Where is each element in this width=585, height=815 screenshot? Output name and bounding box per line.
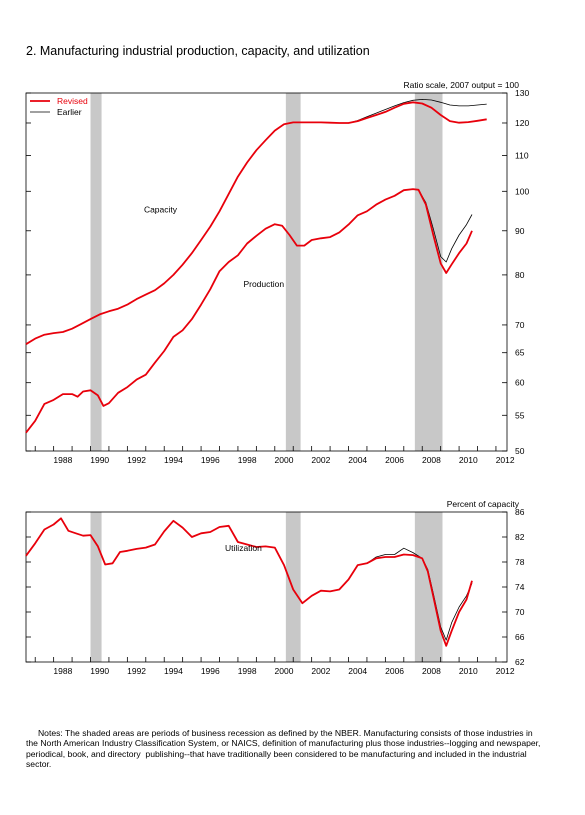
x-tick-label: 2010 [459, 666, 478, 676]
y-tick-label: 90 [515, 226, 525, 236]
figure-title: 2. Manufacturing industrial production, … [26, 44, 370, 58]
figure-notes: Notes: The shaded areas are periods of b… [26, 728, 543, 769]
axis-note: Ratio scale, 2007 output = 100 [403, 80, 519, 90]
plot-frame [25, 92, 508, 452]
x-tick-label: 1992 [127, 666, 146, 676]
x-tick-label: 1996 [201, 455, 220, 465]
legend-label-revised: Revised [57, 96, 88, 106]
series-annotation: Utilization [225, 543, 262, 553]
x-tick-label: 1988 [53, 666, 72, 676]
recession-band [90, 93, 102, 451]
x-tick-label: 2012 [496, 455, 515, 465]
x-tick-label: 2004 [348, 455, 367, 465]
y-tick-label: 120 [515, 118, 529, 128]
x-tick-label: 1988 [53, 455, 72, 465]
y-tick-label: 78 [515, 557, 525, 567]
x-tick-label: 2002 [311, 666, 330, 676]
x-tick-label: 2002 [311, 455, 330, 465]
recession-band [414, 512, 443, 662]
y-tick-label: 66 [515, 632, 525, 642]
x-tick-label: 1994 [164, 455, 183, 465]
utilization-chart: 62 66 70 74 78 82 86 1988 1990 1992 1994 1996 1998 20… [25, 499, 525, 676]
revised-production-line [25, 188, 473, 434]
x-tick-label: 1990 [90, 666, 109, 676]
x-tick-label: 2000 [275, 666, 294, 676]
x-tick-label: 1994 [164, 666, 183, 676]
recession-band [90, 512, 102, 662]
recession-band [414, 93, 443, 451]
x-tick-label: 1998 [238, 455, 257, 465]
x-tick-label: 2008 [422, 455, 441, 465]
x-tick-label: 2012 [496, 666, 515, 676]
y-tick-label: 110 [515, 151, 529, 161]
series-annotation: Production [243, 279, 284, 289]
y-tick-label: 60 [515, 378, 525, 388]
x-tick-label: 2004 [348, 666, 367, 676]
x-tick-label: 1992 [127, 455, 146, 465]
y-tick-label: 62 [515, 657, 525, 667]
y-tick-label: 100 [515, 186, 529, 196]
y-tick-label: 70 [515, 607, 525, 617]
y-tick-label: 50 [515, 446, 525, 456]
x-tick-label: 1996 [201, 666, 220, 676]
legend-label-earlier: Earlier [57, 107, 82, 117]
y-tick-label: 80 [515, 270, 525, 280]
revised-capacity-line [25, 101, 487, 345]
y-tick-label: 86 [515, 507, 525, 517]
recession-band [285, 512, 301, 662]
recession-band [285, 93, 301, 451]
production-capacity-chart: 50 55 60 65 70 80 90 100 110 120 130 1988 1990 1992 19… [25, 80, 529, 465]
x-tick-label: 2008 [422, 666, 441, 676]
y-tick-label: 55 [515, 410, 525, 420]
x-tick-label: 2000 [275, 455, 294, 465]
y-tick-label: 130 [515, 88, 529, 98]
revised-utilization-line [25, 517, 473, 647]
axis-note: Percent of capacity [447, 499, 520, 509]
y-tick-label: 65 [515, 348, 525, 358]
x-tick-label: 1998 [238, 666, 257, 676]
y-tick-label: 70 [515, 320, 525, 330]
series-annotation: Capacity [144, 204, 178, 214]
x-tick-label: 1990 [90, 455, 109, 465]
y-tick-label: 74 [515, 582, 525, 592]
x-tick-label: 2010 [459, 455, 478, 465]
x-tick-label: 2006 [385, 666, 404, 676]
y-tick-label: 82 [515, 532, 525, 542]
x-tick-label: 2006 [385, 455, 404, 465]
